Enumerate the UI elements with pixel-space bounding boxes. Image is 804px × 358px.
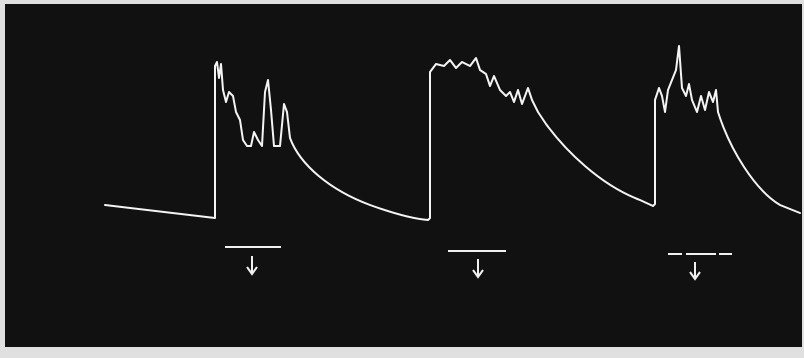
arrow-head bbox=[246, 266, 258, 276]
trace bbox=[104, 45, 801, 221]
markers bbox=[225, 246, 732, 281]
arrow-head bbox=[689, 271, 701, 281]
trace-line bbox=[104, 45, 801, 221]
screen bbox=[5, 4, 802, 347]
arrow-head bbox=[472, 269, 484, 279]
